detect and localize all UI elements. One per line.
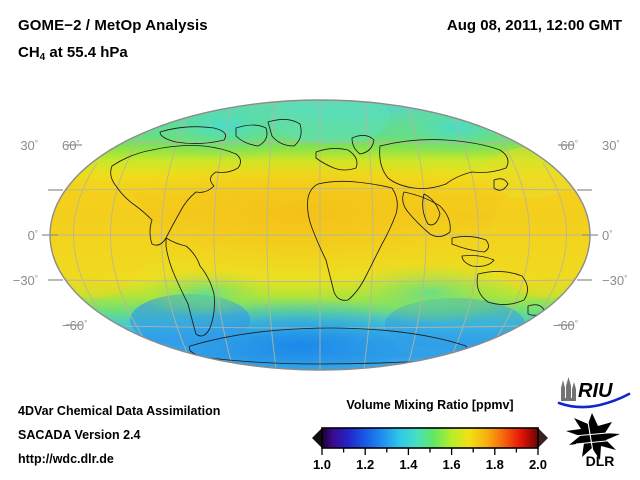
colorbar-arrow-right — [538, 428, 548, 448]
riu-wordmark: RIU — [578, 380, 613, 402]
footer-line-version: SACADA Version 2.4 — [18, 428, 141, 442]
colorbar-tick-1.2: 1.2 — [356, 457, 374, 472]
colorbar-panel: Volume Mixing Ratio [ppmv] — [305, 398, 555, 472]
colorbar-arrow-left — [312, 428, 322, 448]
dlr-logo[interactable]: DLR — [560, 412, 634, 470]
page-title: GOME−2 / MetOp Analysis — [18, 17, 208, 34]
mollweide-map: 30° 0° −30° 30° 0° −30° 60° 60 — [13, 99, 627, 371]
dlr-emblem-icon — [566, 413, 620, 460]
footer-line-assimilation: 4DVar Chemical Data Assimilation — [18, 404, 221, 418]
riu-spires-icon — [561, 377, 576, 401]
dlr-wordmark: DLR — [586, 453, 615, 469]
colorbar-title: Volume Mixing Ratio [ppmv] — [346, 398, 514, 412]
lat-label-right-30: 30° — [602, 138, 620, 153]
colorbar-tick-1.0: 1.0 — [313, 457, 331, 472]
species-prefix: CH — [18, 44, 40, 61]
lat-label-right-0: 0° — [602, 228, 612, 243]
colorbar-tick-1.4: 1.4 — [399, 457, 418, 472]
graticule-meridians — [73, 100, 567, 370]
lat-label-left-minus30: −30° — [13, 273, 38, 288]
lat-label-left-0: 0° — [28, 228, 38, 243]
map-data-field — [50, 100, 590, 370]
latitude-ticks — [42, 144, 598, 326]
colorbar-tick-2.0: 2.0 — [529, 457, 547, 472]
map-panel: 30° 0° −30° 30° 0° −30° 60° 60 — [0, 88, 640, 384]
footer-line-url[interactable]: http://wdc.dlr.de — [18, 452, 114, 466]
colorbar-tick-1.6: 1.6 — [443, 457, 461, 472]
lat-label-right-minus30: −30° — [602, 273, 627, 288]
colorbar[interactable]: 1.0 1.2 1.4 1.6 1.8 2.0 — [305, 416, 555, 472]
riu-swoosh-icon — [557, 392, 631, 409]
colorbar-gradient — [321, 427, 539, 449]
lat-label-inner-minus60-right: −60° — [553, 318, 578, 333]
lat-label-left-30: 30° — [20, 138, 38, 153]
dlr-emblem-lines — [573, 421, 619, 459]
lat-label-inner-60-left: 60° — [62, 138, 80, 153]
colorbar-ticks — [321, 448, 539, 455]
lat-label-inner-60-right: 60° — [560, 138, 578, 153]
coastlines — [110, 119, 545, 365]
timestamp-label: Aug 08, 2011, 12:00 GMT — [446, 17, 622, 34]
riu-logo[interactable]: RIU — [556, 376, 632, 410]
lat-label-inner-minus60-left: −60° — [62, 318, 87, 333]
colorbar-tick-1.8: 1.8 — [486, 457, 504, 472]
species-suffix: at 55.4 hPa — [45, 44, 128, 61]
species-subscript: 4 — [39, 52, 46, 63]
species-line: CH4 at 55.4 hPa — [18, 44, 128, 63]
